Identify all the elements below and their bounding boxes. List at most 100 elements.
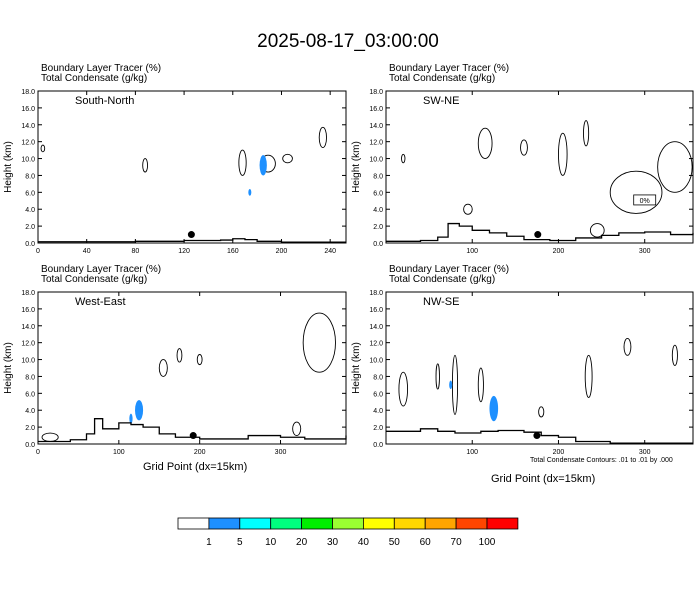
- condensate-contour: [398, 371, 409, 407]
- panel-title: SW-NE: [423, 95, 459, 107]
- condensate-contour: [401, 153, 406, 164]
- condensate-contour: [158, 359, 168, 377]
- y-tick-label: 0.0: [25, 442, 35, 449]
- panel-2: [385, 90, 694, 244]
- condensate-contour: [671, 344, 678, 366]
- field-label-4: Boundary Layer Tracer (%): [389, 264, 510, 275]
- colorbar-cell: [177, 517, 210, 530]
- panel-3: [37, 291, 347, 445]
- y-tick-label: 4.0: [25, 207, 35, 214]
- y-axis-label: Height (km): [3, 141, 14, 193]
- colorbar-label: 50: [389, 537, 401, 548]
- y-tick-label: 8.0: [25, 374, 35, 381]
- location-point: [189, 432, 197, 440]
- x-tick-label: 100: [113, 449, 125, 456]
- panel-frame: [37, 291, 347, 445]
- condensate-contour: [657, 141, 693, 193]
- y-tick-label: 18.0: [21, 290, 35, 297]
- x-tick-label: 300: [639, 248, 651, 255]
- y-axis-label: Height (km): [3, 342, 14, 394]
- y-tick-label: 12.0: [21, 341, 35, 348]
- contour-annotation-box: [633, 194, 657, 206]
- panel-4: [385, 291, 694, 445]
- condensate-contour: [176, 348, 183, 363]
- colorbar-label: 70: [451, 537, 463, 548]
- panel-frame: [385, 291, 694, 445]
- y-tick-label: 6.0: [373, 391, 383, 398]
- y-tick-label: 2.0: [373, 224, 383, 231]
- contour-label-1: Total Condensate (g/kg): [41, 73, 148, 84]
- condensate-contour: [302, 312, 336, 373]
- colorbar-label: 1: [206, 537, 212, 548]
- colorbar-label: 10: [265, 537, 277, 548]
- condensate-contour: [538, 406, 545, 418]
- condensate-contour: [477, 127, 493, 160]
- field-label-3: Boundary Layer Tracer (%): [41, 264, 162, 275]
- terrain-line: [38, 418, 347, 443]
- condensate-contour: [196, 354, 203, 366]
- location-point: [534, 231, 542, 239]
- y-tick-label: 12.0: [21, 140, 35, 147]
- condensate-contour: [238, 149, 247, 176]
- y-tick-label: 10.0: [21, 358, 35, 365]
- x-tick-label: 80: [131, 248, 139, 255]
- x-tick-label: 40: [83, 248, 91, 255]
- x-tick-label: 0: [36, 449, 40, 456]
- y-tick-label: 4.0: [25, 408, 35, 415]
- colorbar-cell: [455, 517, 488, 530]
- x-axis-label-right: Grid Point (dx=15km): [491, 473, 596, 485]
- y-tick-label: 16.0: [21, 307, 35, 314]
- location-point: [187, 231, 195, 239]
- x-tick-label: 0: [36, 248, 40, 255]
- colorbar-cell: [362, 517, 395, 530]
- x-tick-label: 300: [639, 449, 651, 456]
- condensate-contour: [623, 337, 632, 356]
- y-tick-label: 14.0: [21, 123, 35, 130]
- y-tick-label: 12.0: [369, 140, 383, 147]
- colorbar-label: 30: [327, 537, 339, 548]
- y-tick-label: 10.0: [369, 157, 383, 164]
- colorbar-label: 60: [420, 537, 432, 548]
- colorbar-label: 20: [296, 537, 308, 548]
- tracer-blob: [248, 188, 252, 196]
- x-tick-label: 200: [276, 248, 288, 255]
- colorbar-cell: [208, 517, 241, 530]
- x-tick-label: 200: [553, 449, 565, 456]
- tracer-blob: [489, 395, 499, 422]
- y-tick-label: 8.0: [373, 374, 383, 381]
- condensate-contour: [435, 363, 440, 390]
- contour-note: Total Condensate Contours: .01 to .01 by…: [530, 457, 673, 464]
- field-label-2: Boundary Layer Tracer (%): [389, 63, 510, 74]
- tracer-blob: [449, 380, 453, 390]
- y-tick-label: 10.0: [21, 157, 35, 164]
- y-tick-label: 0.0: [373, 442, 383, 449]
- tracer-blob: [129, 413, 133, 424]
- contour-label-3: Total Condensate (g/kg): [41, 274, 148, 285]
- condensate-contour: [292, 421, 302, 437]
- field-label-1: Boundary Layer Tracer (%): [41, 63, 162, 74]
- y-tick-label: 0.0: [25, 241, 35, 248]
- y-tick-label: 6.0: [373, 190, 383, 197]
- condensate-contour: [282, 153, 293, 164]
- x-tick-label: 300: [275, 449, 287, 456]
- tracer-blob: [135, 400, 144, 421]
- terrain-line: [386, 428, 693, 444]
- condensate-contour: [40, 144, 46, 153]
- y-tick-label: 14.0: [369, 324, 383, 331]
- y-tick-label: 6.0: [25, 391, 35, 398]
- condensate-contour: [318, 126, 327, 149]
- y-tick-label: 2.0: [25, 425, 35, 432]
- contour-annotation-label: 0%: [640, 198, 650, 205]
- condensate-contour: [583, 120, 590, 147]
- y-tick-label: 2.0: [373, 425, 383, 432]
- colorbar-cell: [239, 517, 272, 530]
- condensate-contour: [584, 354, 593, 399]
- x-tick-label: 100: [466, 248, 478, 255]
- terrain-line: [386, 222, 694, 242]
- y-tick-label: 2.0: [25, 224, 35, 231]
- x-tick-label: 100: [466, 449, 478, 456]
- condensate-contour: [558, 132, 568, 176]
- condensate-contour: [451, 354, 459, 415]
- condensate-contour: [609, 170, 663, 214]
